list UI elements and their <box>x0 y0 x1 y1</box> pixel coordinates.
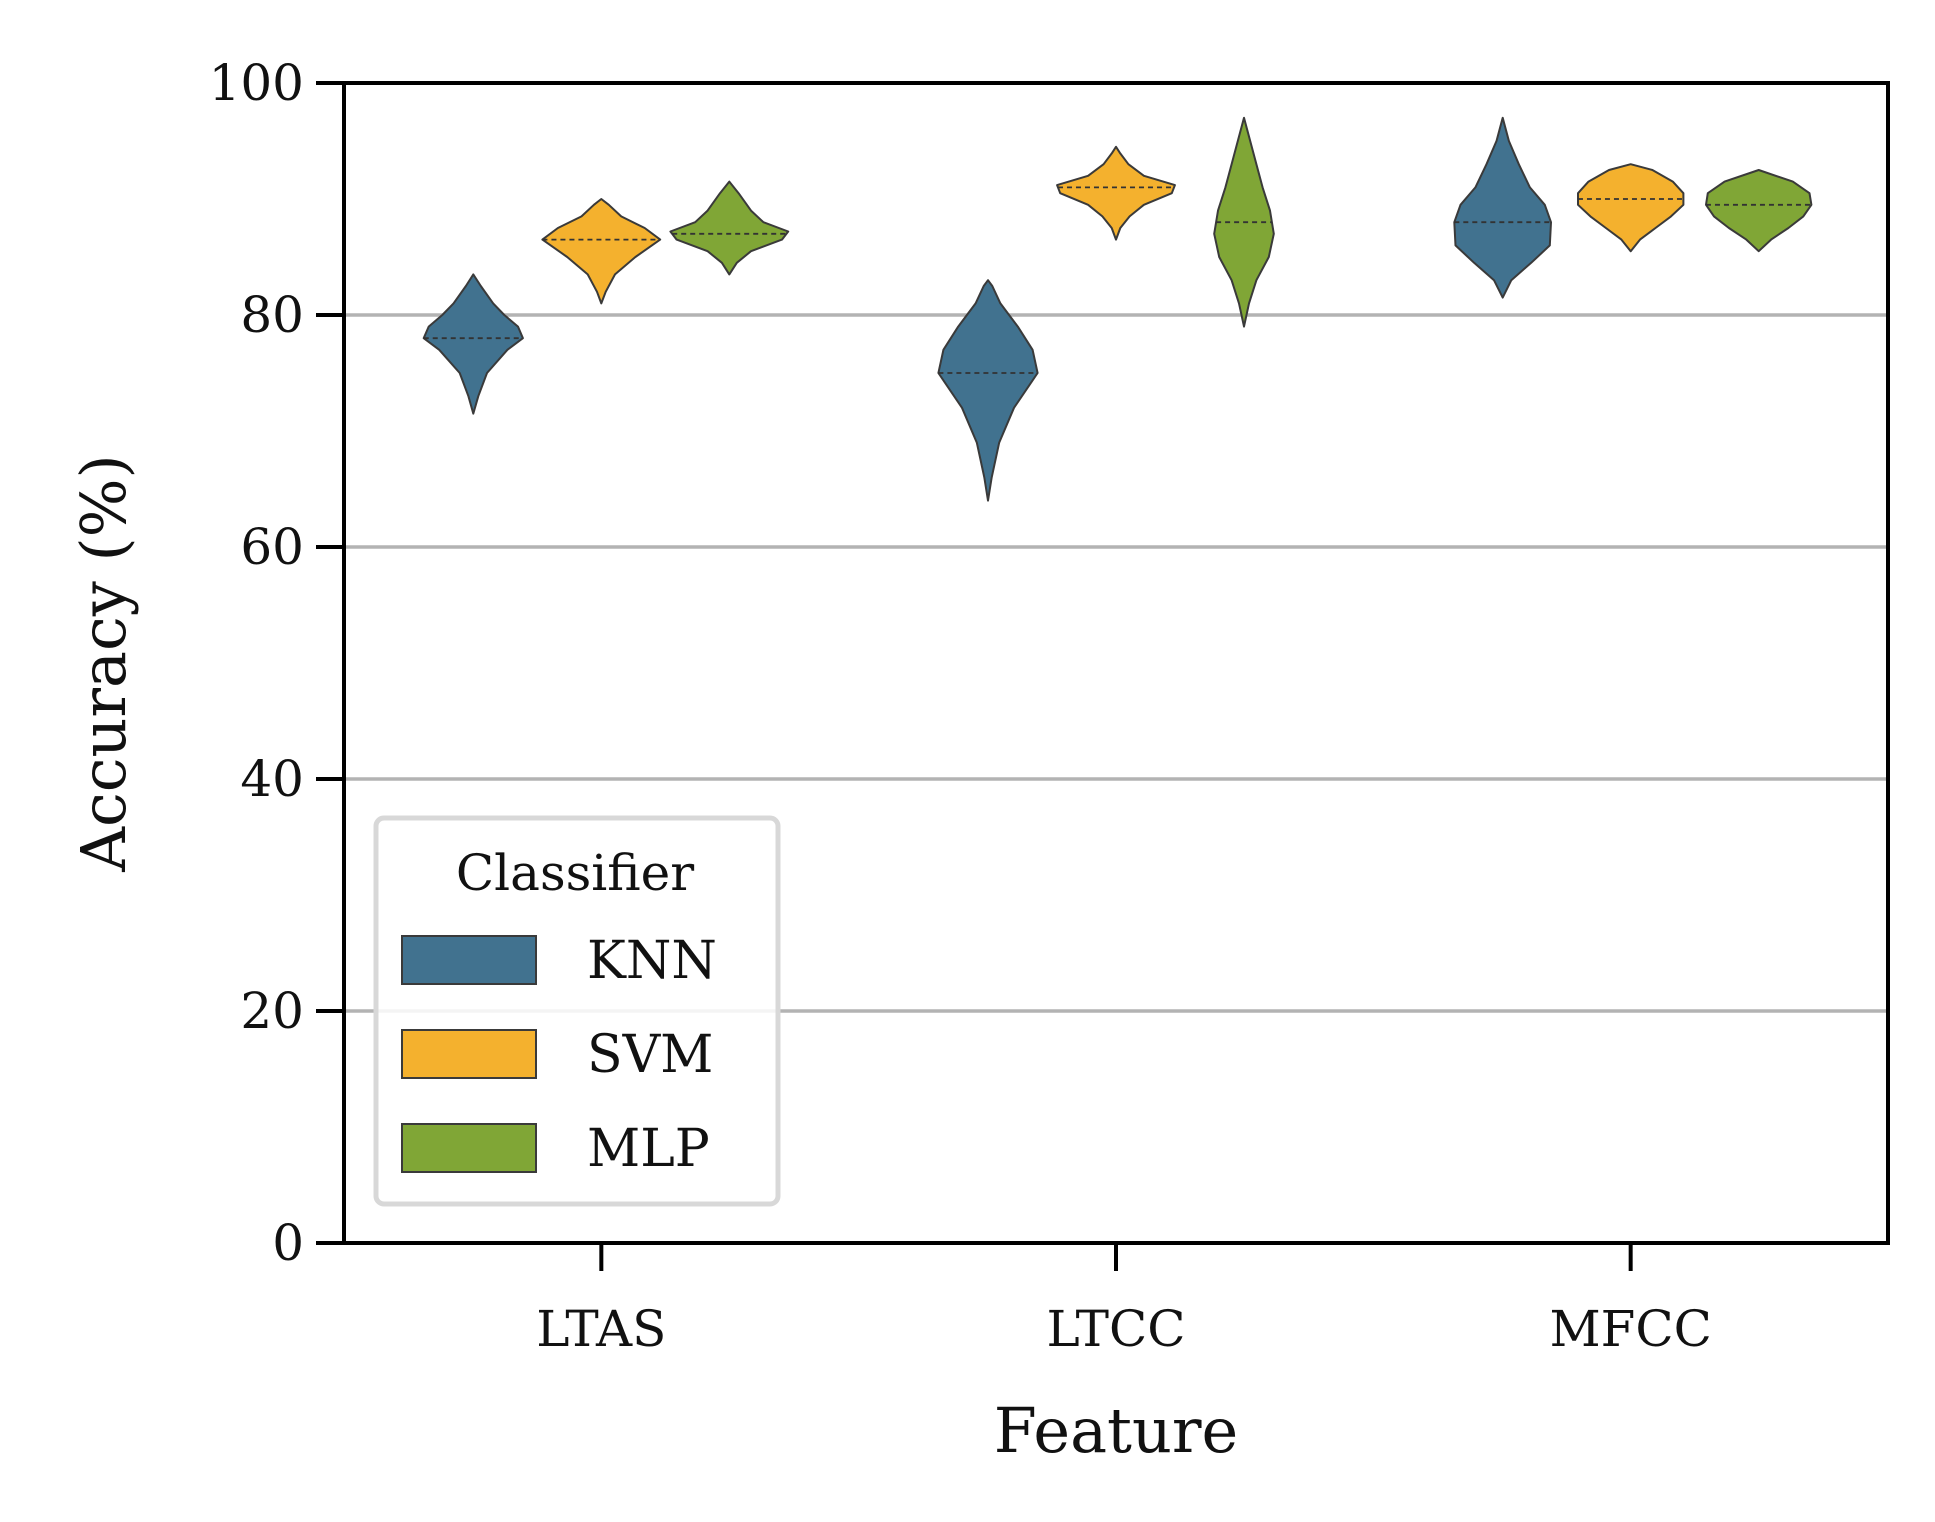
violin-mlp-mfcc <box>1705 169 1813 253</box>
legend-label-svm: SVM <box>587 1025 713 1085</box>
y-tick-label: 60 <box>240 518 304 576</box>
axes: 0 20 40 60 80 100 LTAS LTCC MFCC <box>209 54 1712 1358</box>
gridlines <box>344 313 1888 1013</box>
violin-knn-ltcc <box>937 279 1039 502</box>
x-tick-label: LTAS <box>536 1300 666 1358</box>
legend-box <box>373 815 781 1207</box>
y-axis-label: Accuracy (%) <box>67 454 140 873</box>
y-tick-label: 40 <box>240 750 304 808</box>
y-tick-label: 0 <box>272 1214 304 1272</box>
x-tick-label: LTCC <box>1047 1300 1186 1358</box>
legend-items: KNN SVM MLP <box>401 931 717 1179</box>
violin-knn-mfcc <box>1453 116 1552 299</box>
x-tick-label: MFCC <box>1549 1300 1711 1358</box>
y-tick-label: 80 <box>240 286 304 344</box>
legend: Classifier KNN SVM MLP <box>373 815 781 1207</box>
y-tick-label: 100 <box>209 54 304 112</box>
violin-svm-ltas <box>541 198 662 305</box>
violin-mlp-ltas <box>669 180 790 276</box>
violin-svm-ltcc <box>1056 145 1176 241</box>
violins <box>422 116 1813 502</box>
y-tick-label: 20 <box>240 982 304 1040</box>
violin-knn-ltas <box>422 273 524 415</box>
legend-title: Classifier <box>456 844 694 902</box>
legend-swatch-svm <box>401 1029 537 1079</box>
legend-swatch-mlp <box>401 1123 537 1173</box>
legend-swatch-knn <box>401 935 537 985</box>
x-axis-label: Feature <box>994 1394 1238 1467</box>
violin-svm-mfcc <box>1577 163 1685 253</box>
legend-label-mlp: MLP <box>587 1119 710 1179</box>
legend-label-knn: KNN <box>587 931 717 991</box>
